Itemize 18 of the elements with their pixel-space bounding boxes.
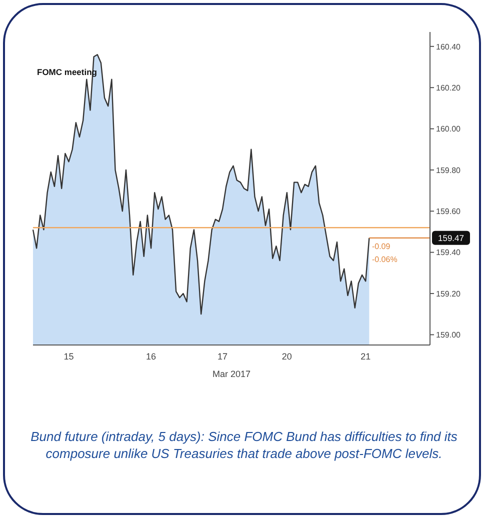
y-tick-label: 160.20 <box>436 83 462 92</box>
y-tick-label: 159.40 <box>436 248 462 258</box>
ref-line-label: 159.47 <box>438 232 464 243</box>
y-tick-label: 159.80 <box>436 166 462 175</box>
y-tick-label: 160.40 <box>436 42 462 52</box>
y-tick-label: 160.00 <box>436 124 462 134</box>
x-axis-title: Mar 2017 <box>212 369 251 379</box>
x-tick-label: 21 <box>360 351 371 362</box>
x-tick-label: 17 <box>218 351 228 362</box>
x-tick-label: 16 <box>146 351 156 362</box>
x-tick-label: 15 <box>64 351 74 362</box>
y-tick-label: 159.00 <box>436 330 462 340</box>
annotation: -0.09 <box>372 242 390 251</box>
y-tick-label: 159.20 <box>436 289 462 298</box>
annotation: -0.06% <box>372 254 398 264</box>
y-tick-label: 159.60 <box>436 206 462 216</box>
text: Bund future (intraday, 5 days): Since FOMC Bund has difficulties to find its composure unlike US Treasuries that trade above post-FOMC levels. <box>30 428 458 462</box>
x-tick-label: 20 <box>282 351 292 362</box>
